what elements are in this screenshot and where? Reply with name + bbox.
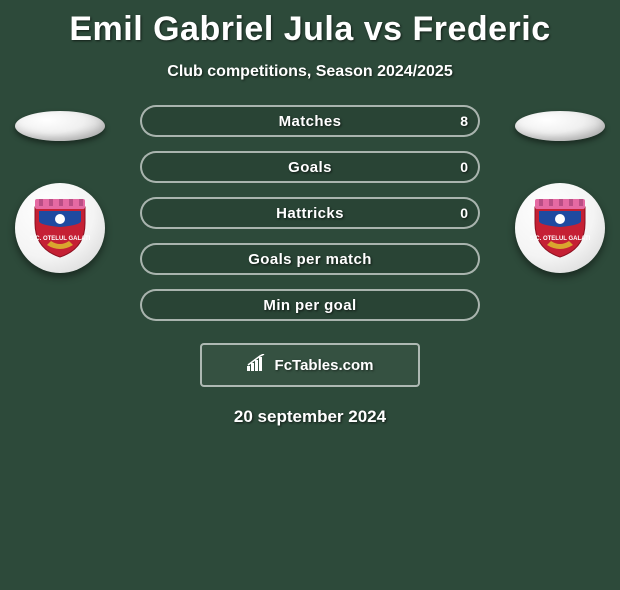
- player-right-club-crest: S.C. OTELUL GALATI: [515, 183, 605, 273]
- player-right-column: S.C. OTELUL GALATI: [510, 105, 610, 273]
- stat-right-value: 0: [460, 205, 468, 221]
- player-left-column: S.C. OTELUL GALATI: [10, 105, 110, 273]
- player-left-avatar-placeholder: [15, 111, 105, 141]
- stat-label: Goals: [288, 159, 332, 176]
- stat-row-goals: Goals 0: [140, 151, 480, 183]
- player-left-club-crest: S.C. OTELUL GALATI: [15, 183, 105, 273]
- stat-label: Matches: [279, 113, 342, 130]
- stat-label: Min per goal: [263, 297, 356, 314]
- subtitle: Club competitions, Season 2024/2025: [0, 63, 620, 81]
- stat-row-matches: Matches 8: [140, 105, 480, 137]
- page-title: Emil Gabriel Jula vs Frederic: [0, 10, 620, 49]
- svg-text:S.C. OTELUL GALATI: S.C. OTELUL GALATI: [530, 236, 591, 242]
- stats-list: Matches 8 Goals 0 Hattricks 0 Goals per …: [140, 105, 480, 321]
- source-text: FcTables.com: [275, 357, 374, 374]
- source-attribution: FcTables.com: [200, 343, 420, 387]
- stat-right-value: 8: [460, 113, 468, 129]
- comparison-content: S.C. OTELUL GALATI S.C. OTELUL GALATI: [0, 105, 620, 427]
- club-crest-icon: S.C. OTELUL GALATI: [529, 197, 591, 259]
- infographic-date: 20 september 2024: [0, 407, 620, 427]
- svg-text:S.C. OTELUL GALATI: S.C. OTELUL GALATI: [30, 236, 91, 242]
- bar-chart-icon: [247, 354, 269, 377]
- stat-row-goals-per-match: Goals per match: [140, 243, 480, 275]
- stat-row-min-per-goal: Min per goal: [140, 289, 480, 321]
- club-crest-icon: S.C. OTELUL GALATI: [29, 197, 91, 259]
- stat-label: Goals per match: [248, 251, 372, 268]
- stat-right-value: 0: [460, 159, 468, 175]
- stat-label: Hattricks: [276, 205, 344, 222]
- stat-row-hattricks: Hattricks 0: [140, 197, 480, 229]
- player-right-avatar-placeholder: [515, 111, 605, 141]
